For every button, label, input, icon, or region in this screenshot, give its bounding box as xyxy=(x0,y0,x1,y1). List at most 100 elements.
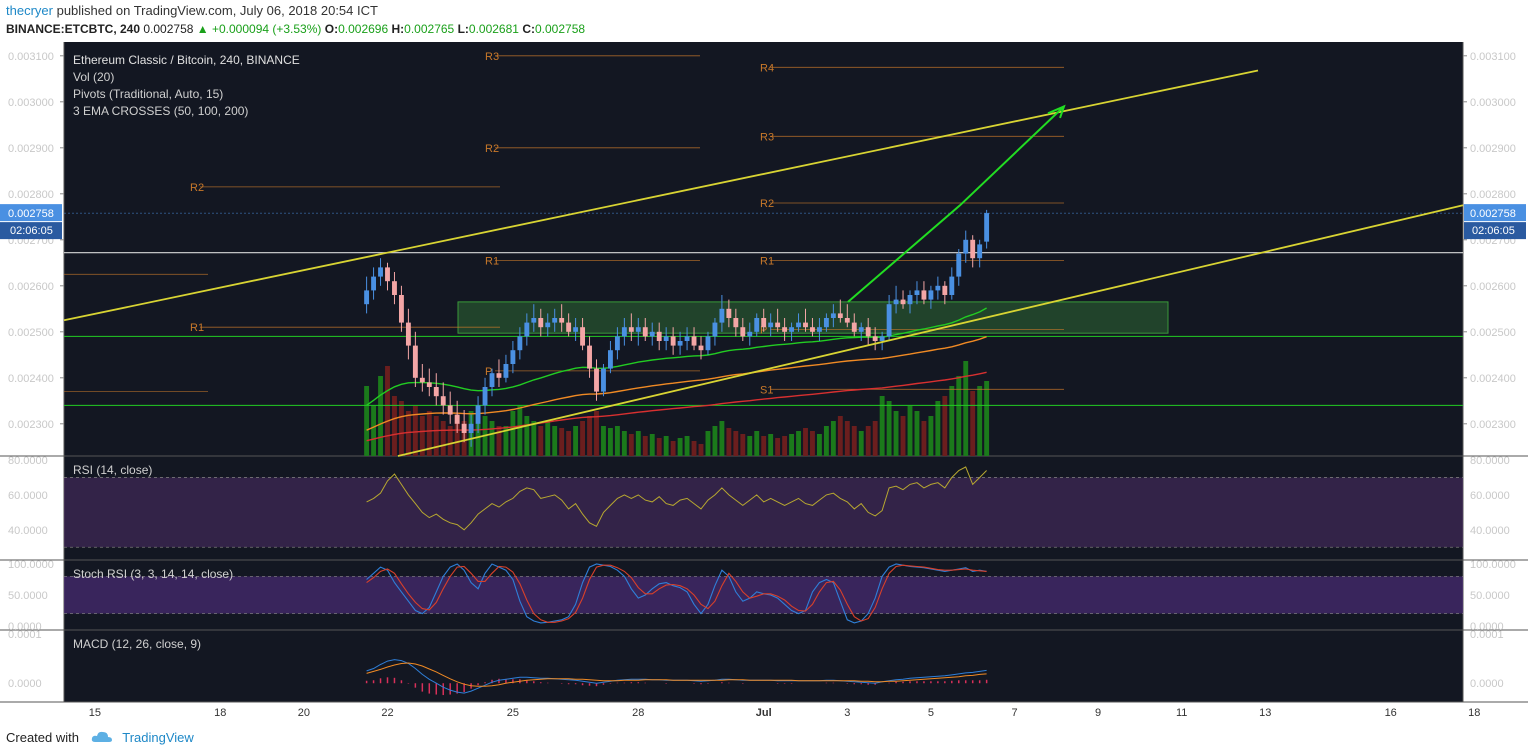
ema-100-line xyxy=(366,336,987,431)
candle-body xyxy=(733,318,739,328)
candle-body xyxy=(942,285,948,295)
pane-y-tick-right: 0.0001 xyxy=(1470,629,1504,641)
volume-bar xyxy=(963,361,969,456)
candle-body xyxy=(810,327,815,332)
volume-bar xyxy=(733,431,739,456)
countdown-tag-left xyxy=(0,222,62,240)
lower-trendline xyxy=(397,204,1464,457)
candle-body xyxy=(858,327,864,332)
candle-body xyxy=(761,318,767,328)
price-tag-right xyxy=(1464,204,1526,222)
volume-bar xyxy=(677,438,683,456)
candle-body xyxy=(837,313,843,318)
volume-bar xyxy=(433,416,439,456)
volume-bar xyxy=(447,426,453,456)
candle-body xyxy=(663,336,669,341)
candle-body xyxy=(517,336,523,351)
volume-bar xyxy=(614,426,620,456)
volume-bar xyxy=(775,438,781,456)
volume-bar xyxy=(684,436,690,456)
volume-bar xyxy=(879,396,885,456)
x-tick-label: 11 xyxy=(1176,707,1187,719)
tradingview-link[interactable]: TradingView xyxy=(122,730,194,745)
candle-body xyxy=(670,336,676,346)
indicator-legend: Pivots (Traditional, Auto, 15) xyxy=(73,87,223,101)
volume-bar xyxy=(524,416,530,456)
rsi-line xyxy=(366,466,987,531)
y-tick-label-left: 0.002900 xyxy=(8,143,54,155)
candle-body xyxy=(607,350,613,369)
candle-body xyxy=(726,308,732,318)
candle-body xyxy=(531,318,537,323)
volume-bar xyxy=(580,421,586,456)
volume-bar xyxy=(510,411,516,456)
candle-body xyxy=(559,318,565,323)
volume-bar xyxy=(364,386,370,456)
candle-body xyxy=(886,304,892,337)
volume-bar xyxy=(573,426,579,456)
price-tag-left xyxy=(0,204,62,222)
candle-body xyxy=(580,327,586,346)
volume-bar xyxy=(670,441,676,456)
y-tick-label-right: 0.002300 xyxy=(1470,419,1516,431)
volume-bar xyxy=(440,421,446,456)
candle-body xyxy=(433,387,439,397)
volume-bar xyxy=(712,426,718,456)
low-label: L: xyxy=(457,22,469,36)
candle-body xyxy=(684,336,690,341)
author-link[interactable]: thecryer xyxy=(6,3,53,18)
candle-body xyxy=(601,368,606,392)
candle-body xyxy=(566,322,572,332)
volume-bar xyxy=(552,426,558,456)
candle-body xyxy=(628,327,634,332)
candle-body xyxy=(796,322,801,328)
pivot-label: R2 xyxy=(760,198,774,210)
candle-body xyxy=(851,322,857,332)
candle-body xyxy=(656,331,662,341)
candle-body xyxy=(928,290,934,300)
candle-body xyxy=(587,345,592,369)
stoch-d-line xyxy=(366,564,987,623)
volume-bar xyxy=(705,431,711,456)
volume-bar xyxy=(970,391,976,456)
x-tick-label: 18 xyxy=(1468,707,1480,719)
publish-info: published on TradingView.com, July 06, 2… xyxy=(56,3,378,18)
candle-body xyxy=(482,387,488,406)
candle-body xyxy=(789,327,795,332)
candle-body xyxy=(803,322,808,328)
candle-body xyxy=(698,345,704,351)
volume-bar xyxy=(754,431,760,456)
footer: Created with TradingView xyxy=(6,730,194,747)
indicator-legend: Vol (20) xyxy=(73,70,114,84)
pivot-label: R4 xyxy=(760,62,774,74)
volume-bar xyxy=(385,366,390,456)
pane-y-tick-right: 50.0000 xyxy=(1470,590,1510,602)
pane-y-tick-left: 80.0000 xyxy=(8,455,48,467)
pivot-label: R2 xyxy=(190,182,204,194)
volume-bar xyxy=(768,434,774,456)
pane-y-tick-left: 100.0000 xyxy=(8,559,54,571)
chart-title: Ethereum Classic / Bitcoin, 240, BINANCE xyxy=(73,53,300,67)
y-tick-label-left: 0.003000 xyxy=(8,97,54,109)
chart-canvas[interactable]: 0.003100 0.003100 0.003000 0.003000 0.002900… xyxy=(0,40,1528,720)
volume-bar xyxy=(628,434,634,456)
macd-signal-line xyxy=(366,662,987,687)
volume-bar xyxy=(830,421,836,456)
volume-bar xyxy=(663,436,669,456)
candle-body xyxy=(719,308,725,323)
close-label: C: xyxy=(522,22,535,36)
volume-bar xyxy=(886,401,892,456)
pivot-label: R3 xyxy=(485,51,499,63)
volume-bar xyxy=(796,431,801,456)
candle-body xyxy=(893,299,899,305)
pane-y-tick-left: 0.0000 xyxy=(8,621,42,633)
y-tick-label-left: 0.002800 xyxy=(8,189,54,201)
candle-body xyxy=(475,405,481,424)
volume-bar xyxy=(823,426,829,456)
candle-body xyxy=(447,405,453,415)
candle-body xyxy=(371,276,377,291)
volume-bar xyxy=(893,411,899,456)
volume-bar xyxy=(426,411,432,456)
candle-body xyxy=(635,327,641,332)
pane-y-tick-right: 0.0000 xyxy=(1470,678,1504,690)
